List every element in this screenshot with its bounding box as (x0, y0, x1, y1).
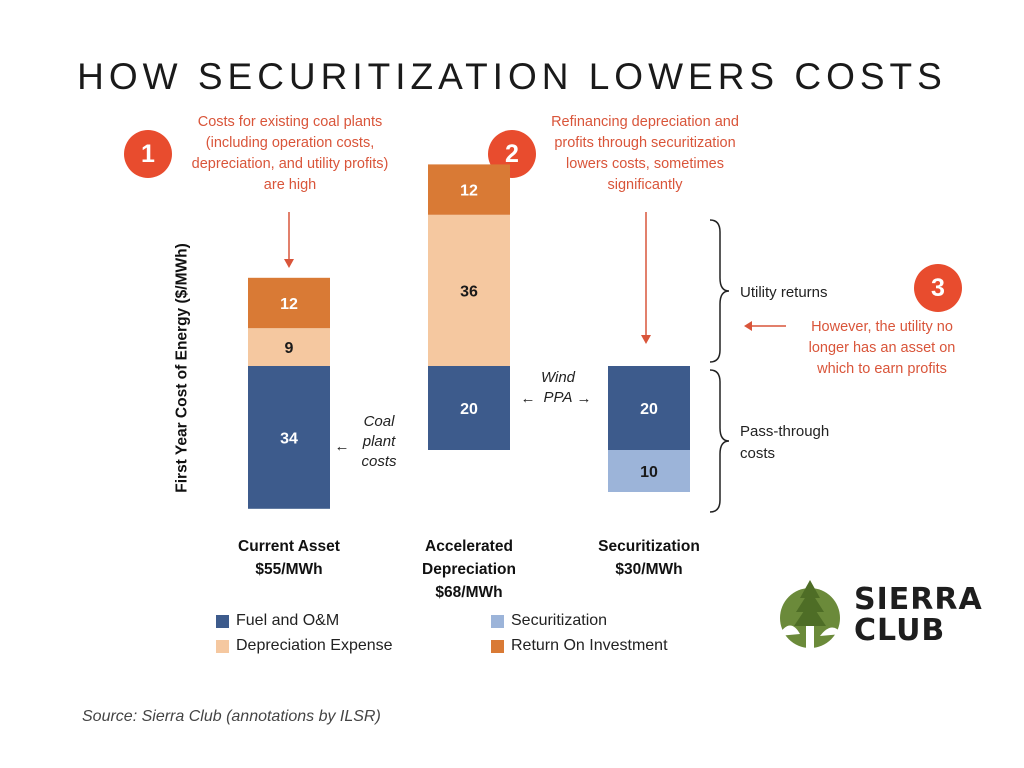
badge-1: 1 (124, 130, 172, 178)
utility-returns-label: Utility returns (740, 284, 828, 301)
category-accelerated-depreciation: Accelerated Depreciation $68/MWh (394, 535, 544, 604)
bar-segment-depreciation-expense-1 (428, 214, 510, 366)
braces (709, 219, 730, 513)
category-total: $55/MWh (255, 561, 323, 578)
legend-item-return: Return On Investment (491, 637, 668, 655)
sierra-club-wordmark: SIERRA CLUB (854, 584, 983, 646)
bar-segment-depreciation-expense-0 (248, 328, 330, 366)
badge-2: 2 (488, 130, 536, 178)
arrow-right-wind: → (576, 390, 592, 407)
coal-plant-costs-label: Coal plant costs (361, 413, 397, 470)
badge-3: 3 (914, 264, 962, 312)
bar-data-label: 12 (460, 183, 478, 200)
bar-segment-return-on-investment-1 (428, 164, 510, 215)
arrow-left-wind: ← (520, 390, 536, 407)
legend-swatch (491, 614, 504, 628)
legend-label: Fuel and O&M (236, 612, 340, 629)
legend-item-fuel: Fuel and O&M (216, 612, 339, 630)
legend-swatch (216, 639, 229, 653)
bar-data-label: 34 (280, 430, 298, 447)
category-name: Accelerated Depreciation (422, 538, 516, 578)
bar-data-label: 10 (640, 464, 658, 481)
bar-data-label: 9 (285, 340, 294, 357)
brace-utility-returns (709, 219, 730, 363)
category-total: $30/MWh (615, 561, 683, 578)
category-current-asset: Current Asset $55/MWh (214, 535, 364, 581)
bar-segment-fuel-and-o-m-2 (608, 366, 690, 450)
legend-swatch (216, 614, 229, 628)
legend-label: Return On Investment (511, 637, 668, 654)
bar-segment-return-on-investment-0 (248, 277, 330, 329)
legend-label: Depreciation Expense (236, 637, 393, 654)
legend-label: Securitization (511, 612, 608, 629)
legend-item-depreciation: Depreciation Expense (216, 637, 393, 655)
brace-pass-through (709, 369, 730, 513)
annotation-3-text: However, the utility no longer has an as… (808, 319, 956, 377)
bar-segment-fuel-and-o-m-0 (248, 366, 330, 509)
annotation-arrows (284, 212, 786, 344)
bar-segment-securitization-2 (608, 450, 690, 492)
logo-line-2: CLUB (854, 613, 946, 648)
logo-line-1: SIERRA (854, 582, 983, 617)
bar-data-label: 12 (280, 296, 298, 313)
legend-item-securitization: Securitization (491, 612, 607, 630)
annotation-2-text: Refinancing depreciation and profits thr… (551, 114, 739, 193)
category-total: $68/MWh (435, 584, 503, 601)
bar-segment-fuel-and-o-m-1 (428, 366, 510, 450)
bar-data-label: 20 (640, 401, 658, 418)
category-securitization: Securitization $30/MWh (574, 535, 724, 581)
category-name: Securitization (598, 538, 700, 555)
category-name: Current Asset (238, 538, 340, 555)
pass-through-costs-label: Pass-through costs (740, 423, 830, 462)
wind-ppa-label: Wind PPA (540, 369, 576, 406)
source-note: Source: Sierra Club (annotations by ILSR… (82, 708, 381, 725)
arrow-left-coal: ← (334, 438, 350, 455)
legend-swatch (491, 639, 504, 653)
bar-data-label: 36 (460, 283, 478, 300)
annotation-1-text: Costs for existing coal plants (includin… (191, 114, 389, 193)
page-title: HOW SECURITIZATION LOWERS COSTS (77, 56, 947, 97)
sierra-club-tree-logo-icon (778, 580, 842, 648)
bar-data-label: 20 (460, 401, 478, 418)
